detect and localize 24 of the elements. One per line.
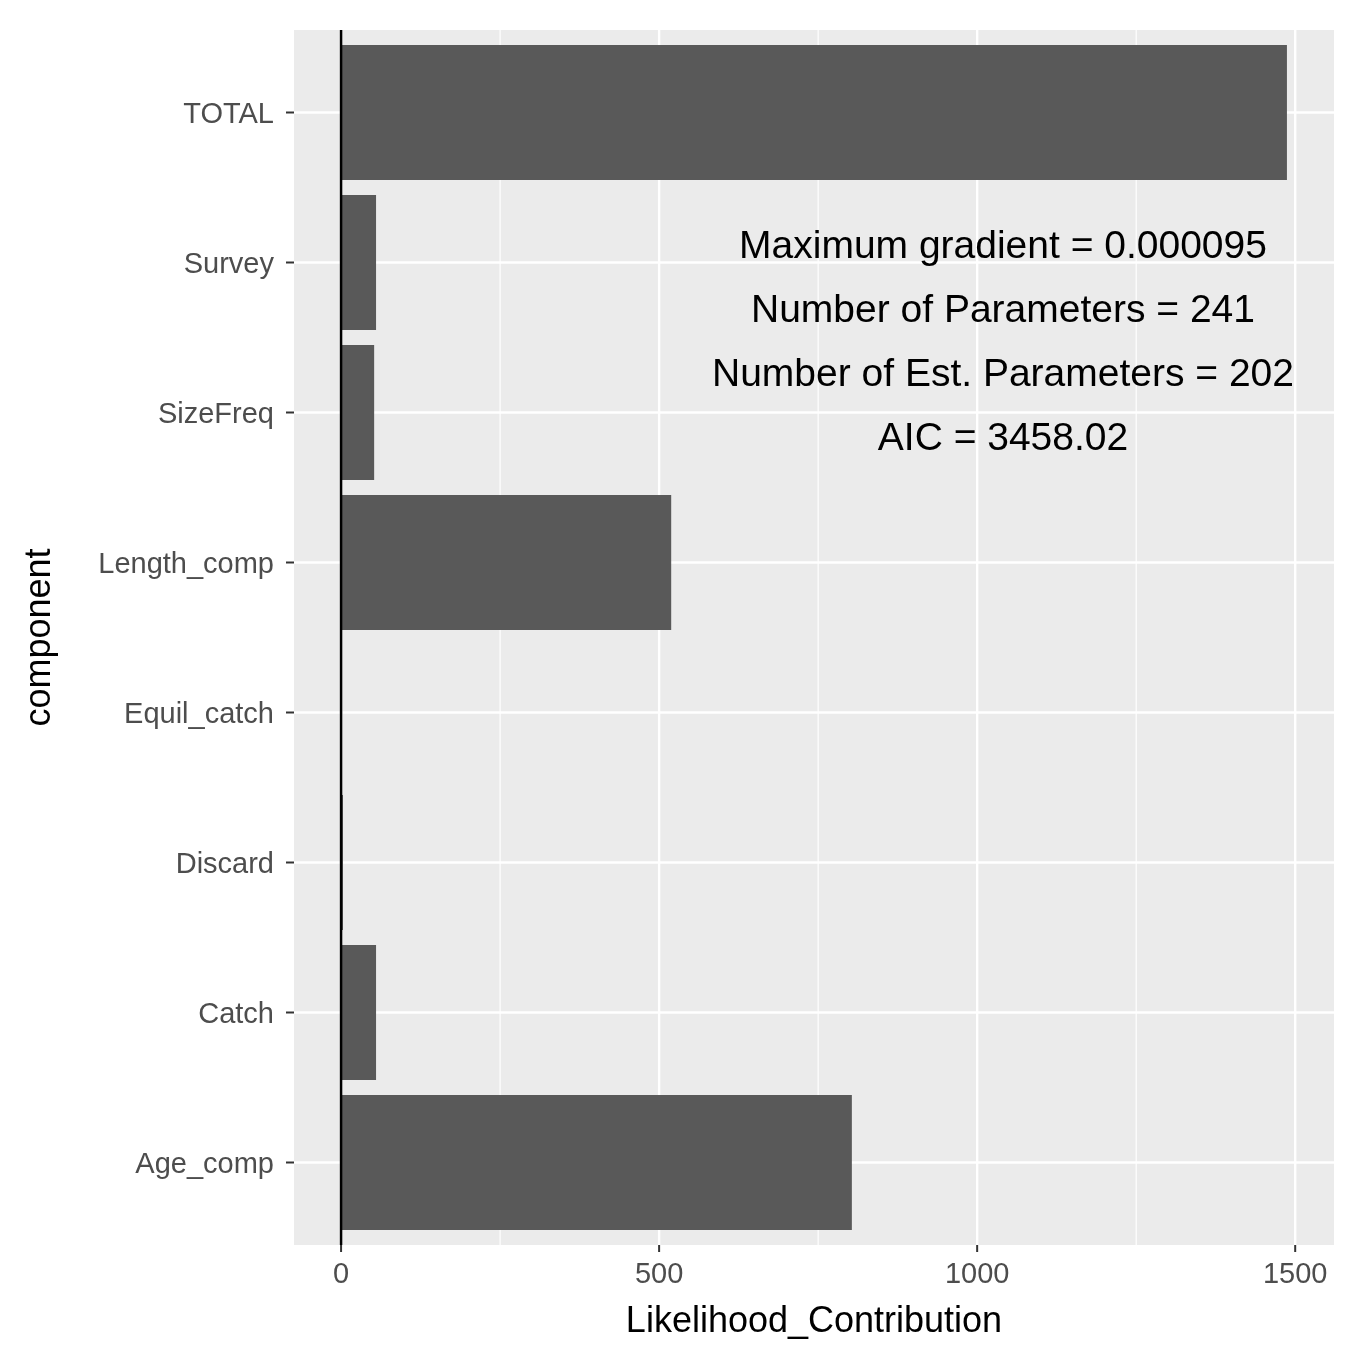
y-tick-label: TOTAL: [183, 96, 274, 129]
x-tick-label: 1000: [944, 1257, 1010, 1289]
annotation: Number of Parameters = 241: [751, 287, 1255, 330]
bar: [341, 45, 1287, 180]
y-tick-label: Length_comp: [98, 546, 274, 579]
x-axis-title: Likelihood_Contribution: [625, 1299, 1003, 1340]
bar: [341, 345, 375, 480]
bar: [341, 195, 377, 330]
y-tick-label: Age_comp: [135, 1146, 274, 1179]
bar: [341, 945, 377, 1080]
y-tick-label: Equil_catch: [124, 696, 274, 729]
annotation: Number of Est. Parameters = 202: [711, 351, 1295, 394]
y-axis-title: component: [17, 548, 58, 727]
annotation: AIC = 3458.02: [877, 415, 1129, 458]
y-tick-label: Survey: [183, 246, 275, 279]
x-tick-label: 1500: [1262, 1257, 1328, 1289]
annotation: Maximum gradient = 0.000095: [739, 223, 1267, 266]
bar: [341, 1095, 852, 1230]
x-tick-label: 0: [333, 1257, 350, 1289]
x-tick-label: 500: [634, 1257, 684, 1289]
bar: [341, 495, 672, 630]
y-tick-label: SizeFreq: [157, 396, 274, 429]
y-tick-label: Discard: [175, 846, 274, 879]
y-tick-label: Catch: [198, 996, 274, 1029]
